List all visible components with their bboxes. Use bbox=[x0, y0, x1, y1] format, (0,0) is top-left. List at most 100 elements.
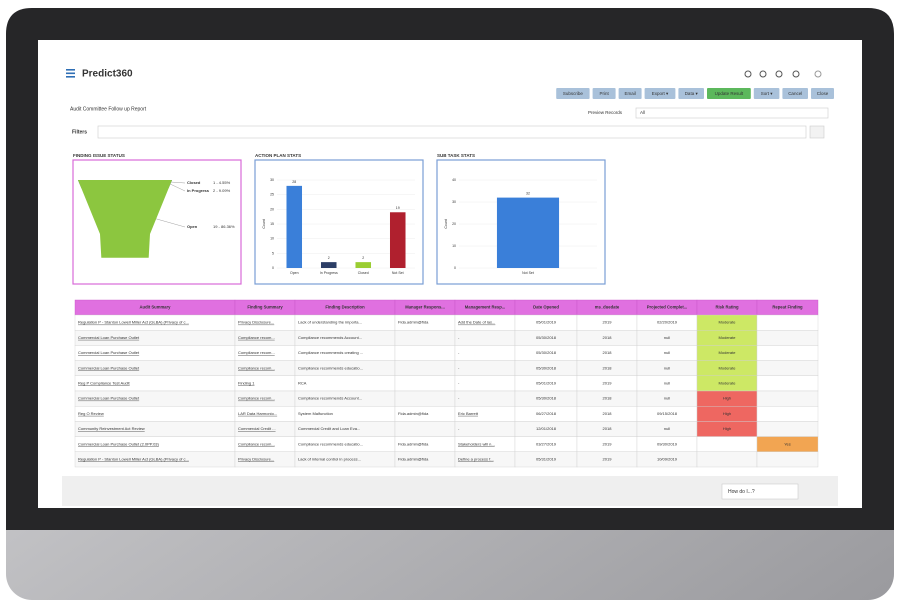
table-link[interactable]: Privacy Disclosure... bbox=[238, 320, 274, 325]
toolbar-button[interactable] bbox=[811, 88, 834, 99]
help-dropdown[interactable] bbox=[721, 483, 799, 500]
chart-title: SUB TASK STATS bbox=[437, 153, 475, 158]
table-text: null bbox=[664, 350, 670, 355]
preview-label: Preview Records bbox=[588, 110, 623, 115]
toolbar-button-label[interactable]: Subscribe bbox=[563, 91, 584, 96]
table-link[interactable]: Regulation P - Stanton Lowell Miller Act… bbox=[78, 320, 189, 325]
table-link[interactable]: Community Reinvestment Act Review bbox=[78, 426, 145, 431]
icon[interactable] bbox=[759, 70, 767, 78]
header-label: Finding Summary bbox=[247, 305, 283, 310]
footer-bar bbox=[62, 476, 838, 506]
preview-select[interactable] bbox=[635, 107, 829, 119]
icon[interactable] bbox=[814, 70, 822, 78]
table-cell bbox=[454, 421, 516, 437]
icon[interactable] bbox=[744, 70, 752, 78]
table-link[interactable]: Stakeholders will n... bbox=[458, 441, 495, 446]
table-text: Fida.admin@fida bbox=[398, 441, 429, 446]
table-link[interactable]: Compliance recom... bbox=[238, 365, 275, 370]
table-text: 09/30/2019 bbox=[657, 441, 678, 446]
filter-button[interactable] bbox=[809, 125, 825, 139]
table-link[interactable]: Eric Barrett bbox=[458, 411, 479, 416]
table-link[interactable]: Commercial Credit ... bbox=[238, 426, 276, 431]
y-tick-label: 10 bbox=[452, 244, 456, 248]
table-link[interactable]: Commercial Loan Purchase Outlet bbox=[78, 335, 140, 340]
table-link[interactable]: Regulation P - Stanton Lowell Miller Act… bbox=[78, 456, 189, 461]
table-text: - bbox=[458, 380, 460, 385]
filters-label[interactable]: Filters bbox=[72, 129, 87, 135]
toolbar-button[interactable] bbox=[618, 88, 642, 99]
table-text: 05/01/2019 bbox=[536, 380, 557, 385]
table-link[interactable]: Commercial Loan Purchase Outlet (2.0PP.0… bbox=[78, 441, 160, 446]
bar-value-label: 28 bbox=[292, 180, 296, 184]
table-link[interactable]: Commercial Loan Purchase Outlet bbox=[78, 365, 140, 370]
toolbar-button-label[interactable]: Sort ▾ bbox=[761, 91, 774, 96]
menu-line bbox=[66, 76, 75, 78]
filter-input[interactable] bbox=[97, 125, 807, 139]
table-cell bbox=[756, 345, 819, 361]
table-text: 06/27/2018 bbox=[536, 411, 557, 416]
toolbar-button[interactable] bbox=[753, 88, 780, 99]
toolbar-button-label[interactable]: Cancel bbox=[788, 91, 802, 96]
table-link[interactable]: Compliance recom... bbox=[238, 441, 275, 446]
table-cell bbox=[394, 330, 456, 346]
table-text: Compliance recommends Account... bbox=[298, 335, 362, 340]
table-cell bbox=[454, 330, 516, 346]
preview-value[interactable]: All bbox=[640, 110, 645, 115]
table-text: Yes bbox=[784, 441, 791, 446]
table-link[interactable]: Compliance recom... bbox=[238, 396, 275, 401]
table-link[interactable]: Define a process f... bbox=[458, 456, 494, 461]
menu-icon[interactable] bbox=[66, 69, 75, 78]
table-link[interactable]: Compliance recom... bbox=[238, 350, 275, 355]
header-label: Finding Description bbox=[325, 305, 365, 310]
table-text: 05/30/2018 bbox=[536, 365, 557, 370]
table-cell bbox=[394, 390, 456, 407]
table-link[interactable]: Add the Date of las... bbox=[458, 320, 495, 325]
y-tick-label: 0 bbox=[454, 266, 456, 270]
header-label: Date Opened bbox=[533, 305, 559, 310]
table-link[interactable]: Commercial Loan Purchase Outlet bbox=[78, 350, 140, 355]
table-text: Compliance recommends educatio... bbox=[298, 441, 363, 446]
table-text: Fida.admin@fida bbox=[398, 456, 429, 461]
toolbar-button[interactable] bbox=[556, 88, 590, 99]
y-tick-label: 30 bbox=[452, 200, 456, 204]
toolbar-button[interactable] bbox=[707, 88, 751, 99]
toolbar-button[interactable] bbox=[592, 88, 616, 99]
chart-title: ACTION PLAN STATS bbox=[255, 153, 301, 158]
help-text[interactable]: How do I...? bbox=[728, 489, 755, 495]
report-title: Audit Committee Follow up Report bbox=[70, 106, 147, 112]
y-tick-label: 40 bbox=[452, 178, 456, 182]
table-text: - bbox=[458, 335, 460, 340]
toolbar-button[interactable] bbox=[678, 88, 704, 99]
table-link[interactable]: Compliance recom... bbox=[238, 335, 275, 340]
table-text: null bbox=[664, 335, 670, 340]
table-text: 2019 bbox=[603, 456, 613, 461]
toolbar-button[interactable] bbox=[644, 88, 676, 99]
table-link[interactable]: Reg P Compliance Test Audit bbox=[78, 380, 131, 385]
table-link[interactable]: Finding 1 bbox=[238, 380, 255, 385]
table-cell bbox=[756, 451, 819, 468]
table-cell bbox=[394, 345, 456, 361]
table-link[interactable]: Privacy Disclosure... bbox=[238, 456, 274, 461]
toolbar-button-label[interactable]: Export ▾ bbox=[652, 91, 669, 96]
toolbar-button[interactable] bbox=[782, 88, 808, 99]
toolbar: Close Cancel Sort ▾ Update Result Data ▾ Expo… bbox=[556, 88, 834, 99]
toolbar-button-label[interactable]: Close bbox=[817, 91, 829, 96]
table-link[interactable]: LAR Data Harmonio... bbox=[238, 411, 277, 416]
table-cell bbox=[696, 451, 758, 468]
y-tick-label: 20 bbox=[270, 207, 274, 211]
table-text: null bbox=[664, 396, 670, 401]
toolbar-button-label[interactable]: Email bbox=[624, 91, 635, 96]
toolbar-button-label[interactable]: Update Result bbox=[715, 91, 744, 96]
icon[interactable] bbox=[792, 70, 800, 78]
table-cell bbox=[756, 421, 819, 437]
toolbar-button-label[interactable]: Data ▾ bbox=[685, 91, 699, 96]
table-text: Compliance recommends Account... bbox=[298, 396, 362, 401]
table-link[interactable]: Commercial Loan Purchase Outlet bbox=[78, 396, 140, 401]
table-cell bbox=[394, 360, 456, 377]
icon[interactable] bbox=[775, 70, 783, 78]
table-link[interactable]: Reg O Review bbox=[78, 411, 104, 416]
table-text: High bbox=[723, 426, 731, 431]
table-text: 09/15/2018 bbox=[657, 411, 678, 416]
table-text: Lack of understanding the importa... bbox=[298, 320, 362, 325]
toolbar-button-label[interactable]: Print bbox=[599, 91, 609, 96]
